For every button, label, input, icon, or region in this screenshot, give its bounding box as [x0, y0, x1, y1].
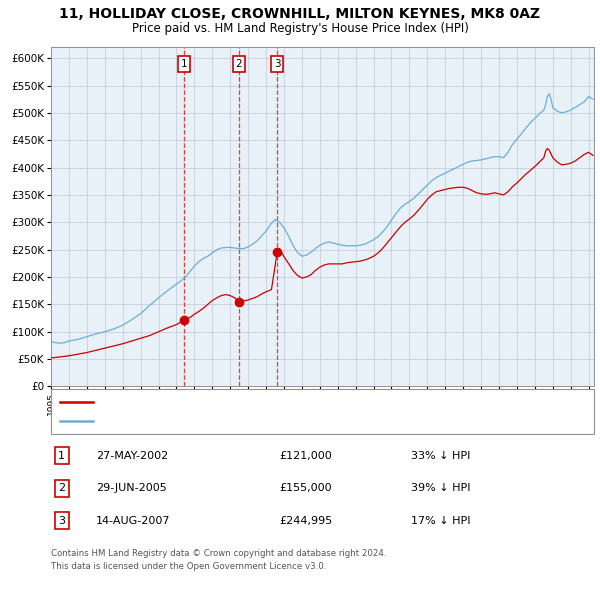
Text: 39% ↓ HPI: 39% ↓ HPI	[411, 483, 470, 493]
Text: HPI: Average price, detached house, Milton Keynes: HPI: Average price, detached house, Milt…	[99, 417, 348, 426]
Text: £244,995: £244,995	[279, 516, 332, 526]
Text: Contains HM Land Registry data © Crown copyright and database right 2024.: Contains HM Land Registry data © Crown c…	[51, 549, 386, 558]
Text: 2: 2	[58, 483, 65, 493]
Text: 17% ↓ HPI: 17% ↓ HPI	[411, 516, 470, 526]
Text: 11, HOLLIDAY CLOSE, CROWNHILL, MILTON KEYNES, MK8 0AZ (detached house): 11, HOLLIDAY CLOSE, CROWNHILL, MILTON KE…	[99, 397, 489, 407]
Text: 14-AUG-2007: 14-AUG-2007	[96, 516, 170, 526]
Text: This data is licensed under the Open Government Licence v3.0.: This data is licensed under the Open Gov…	[51, 562, 326, 571]
Text: 33% ↓ HPI: 33% ↓ HPI	[411, 451, 470, 461]
Text: 27-MAY-2002: 27-MAY-2002	[96, 451, 168, 461]
Text: 1: 1	[58, 451, 65, 461]
Text: 1: 1	[181, 58, 187, 68]
Text: £155,000: £155,000	[279, 483, 332, 493]
Text: 11, HOLLIDAY CLOSE, CROWNHILL, MILTON KEYNES, MK8 0AZ: 11, HOLLIDAY CLOSE, CROWNHILL, MILTON KE…	[59, 7, 541, 21]
Text: £121,000: £121,000	[279, 451, 332, 461]
Text: Price paid vs. HM Land Registry's House Price Index (HPI): Price paid vs. HM Land Registry's House …	[131, 22, 469, 35]
Text: 2: 2	[236, 58, 242, 68]
Text: 3: 3	[58, 516, 65, 526]
Text: 3: 3	[274, 58, 280, 68]
Text: 29-JUN-2005: 29-JUN-2005	[96, 483, 167, 493]
